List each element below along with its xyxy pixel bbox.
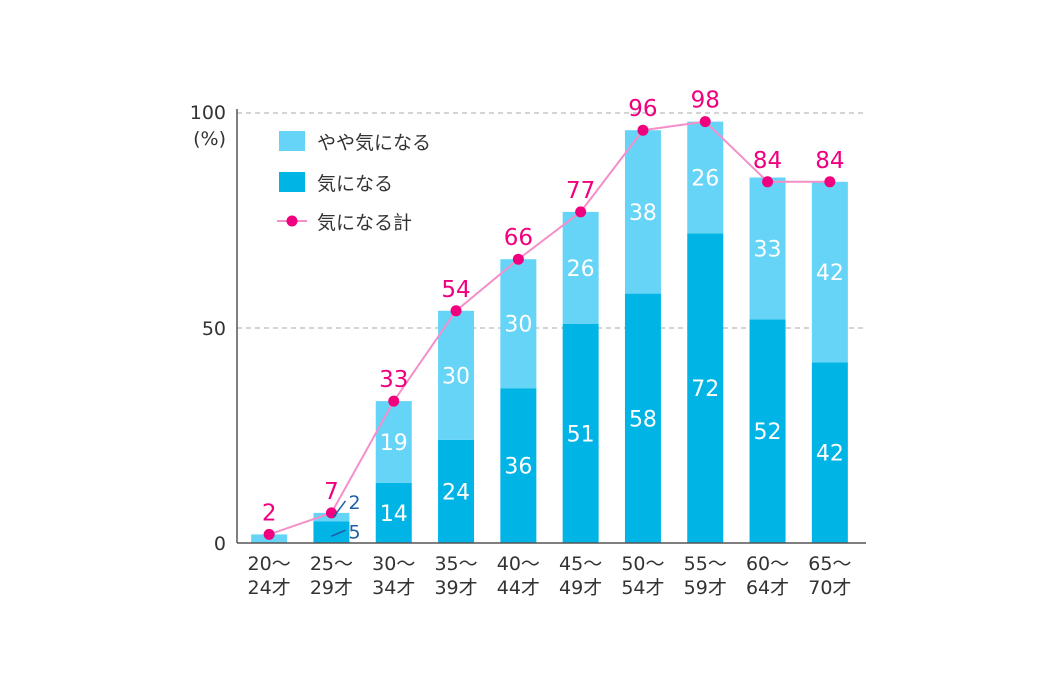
total-label: 77 bbox=[566, 178, 595, 204]
x-tick-label: 60〜 bbox=[746, 553, 789, 575]
bar-segment bbox=[500, 388, 537, 543]
x-tick-label: 70才 bbox=[808, 577, 851, 599]
legend-swatch bbox=[279, 131, 305, 151]
x-tick-label: 65〜 bbox=[808, 553, 851, 575]
x-tick-label: 49才 bbox=[559, 577, 602, 599]
bar-segment bbox=[562, 211, 599, 324]
legend-marker bbox=[286, 215, 298, 227]
callout-line bbox=[331, 529, 346, 537]
bar-segment bbox=[811, 362, 848, 543]
bar-segment bbox=[624, 293, 661, 543]
segment-label: 58 bbox=[629, 407, 657, 432]
total-point bbox=[512, 253, 524, 265]
y-unit-label: (%) bbox=[193, 128, 226, 150]
total-label: 84 bbox=[815, 148, 844, 174]
legend-label: 気になる計 bbox=[317, 212, 412, 234]
bar-segment bbox=[313, 521, 350, 543]
y-tick-label: 50 bbox=[202, 318, 226, 340]
legend-swatch bbox=[279, 172, 305, 192]
segment-label: 30 bbox=[504, 313, 532, 338]
segment-label: 26 bbox=[567, 257, 595, 282]
x-tick-label: 59才 bbox=[684, 577, 727, 599]
total-label: 84 bbox=[753, 148, 782, 174]
bar-segment bbox=[749, 177, 786, 320]
legend-label: やや気になる bbox=[317, 132, 431, 154]
x-tick-label: 64才 bbox=[746, 577, 789, 599]
total-series-line bbox=[268, 120, 830, 536]
x-tick-label: 39才 bbox=[434, 577, 477, 599]
segment-label: 51 bbox=[567, 422, 595, 447]
x-tick-label: 55〜 bbox=[684, 553, 727, 575]
callout-label: 2 bbox=[348, 492, 360, 514]
callout-line bbox=[332, 500, 347, 518]
segment-label: 33 bbox=[754, 237, 782, 262]
segment-label: 14 bbox=[380, 502, 408, 527]
x-tick-label: 50〜 bbox=[621, 553, 664, 575]
x-tick-label: 20〜 bbox=[248, 553, 291, 575]
y-tick-label: 100 bbox=[190, 102, 226, 124]
bar-segment bbox=[687, 233, 724, 543]
x-tick-label: 34才 bbox=[372, 577, 415, 599]
x-tick-label: 25〜 bbox=[310, 553, 353, 575]
total-label: 96 bbox=[628, 96, 657, 122]
x-tick-label: 44才 bbox=[497, 577, 540, 599]
y-tick-label: 0 bbox=[214, 533, 226, 555]
bar-segment bbox=[375, 482, 412, 543]
segment-label: 52 bbox=[754, 420, 782, 445]
segment-label: 19 bbox=[380, 431, 408, 456]
bar-segment bbox=[438, 310, 475, 440]
segment-label: 24 bbox=[442, 480, 470, 505]
x-tick-label: 24才 bbox=[248, 577, 291, 599]
total-point bbox=[388, 395, 400, 407]
total-label: 66 bbox=[504, 225, 533, 251]
total-point bbox=[263, 528, 275, 540]
total-label: 7 bbox=[324, 479, 339, 505]
axes: 0 50 100 (%) 20〜24才 25〜29才 30〜34才 35〜39才 40〜44才 4… bbox=[190, 102, 866, 599]
total-label: 33 bbox=[379, 367, 408, 393]
total-point bbox=[325, 507, 337, 519]
total-label: 2 bbox=[262, 500, 277, 526]
segment-label: 36 bbox=[504, 455, 532, 480]
segment-label: 42 bbox=[816, 442, 844, 467]
callout-label: 5 bbox=[348, 521, 360, 543]
x-tick-label: 40〜 bbox=[497, 553, 540, 575]
bars bbox=[251, 121, 848, 543]
total-point bbox=[575, 206, 587, 218]
legend-label: 気になる bbox=[317, 173, 393, 195]
total-label: 98 bbox=[691, 88, 720, 114]
total-point bbox=[699, 116, 711, 128]
segment-label: 30 bbox=[442, 364, 470, 389]
total-point bbox=[450, 305, 462, 317]
bar-segment bbox=[438, 439, 475, 543]
total-point bbox=[762, 176, 774, 188]
segment-label: 26 bbox=[691, 167, 719, 192]
total-line bbox=[263, 116, 836, 540]
total-label: 54 bbox=[441, 277, 470, 303]
bar-segment bbox=[811, 181, 848, 363]
x-tick-label: 35〜 bbox=[434, 553, 477, 575]
x-tick-label: 54才 bbox=[621, 577, 664, 599]
x-tick-label: 30〜 bbox=[372, 553, 415, 575]
bar-segment bbox=[562, 323, 599, 543]
total-point bbox=[824, 176, 836, 188]
total-point bbox=[637, 124, 649, 136]
segment-label: 38 bbox=[629, 201, 657, 226]
bar-segment bbox=[624, 130, 661, 294]
bar-segment bbox=[500, 259, 537, 389]
bar-segment bbox=[375, 401, 412, 483]
x-tick-label: 45〜 bbox=[559, 553, 602, 575]
segment-label: 42 bbox=[816, 261, 844, 286]
bar-segment bbox=[687, 121, 724, 234]
segment-label: 72 bbox=[691, 377, 719, 402]
bar-segment bbox=[749, 319, 786, 543]
x-tick-label: 29才 bbox=[310, 577, 353, 599]
